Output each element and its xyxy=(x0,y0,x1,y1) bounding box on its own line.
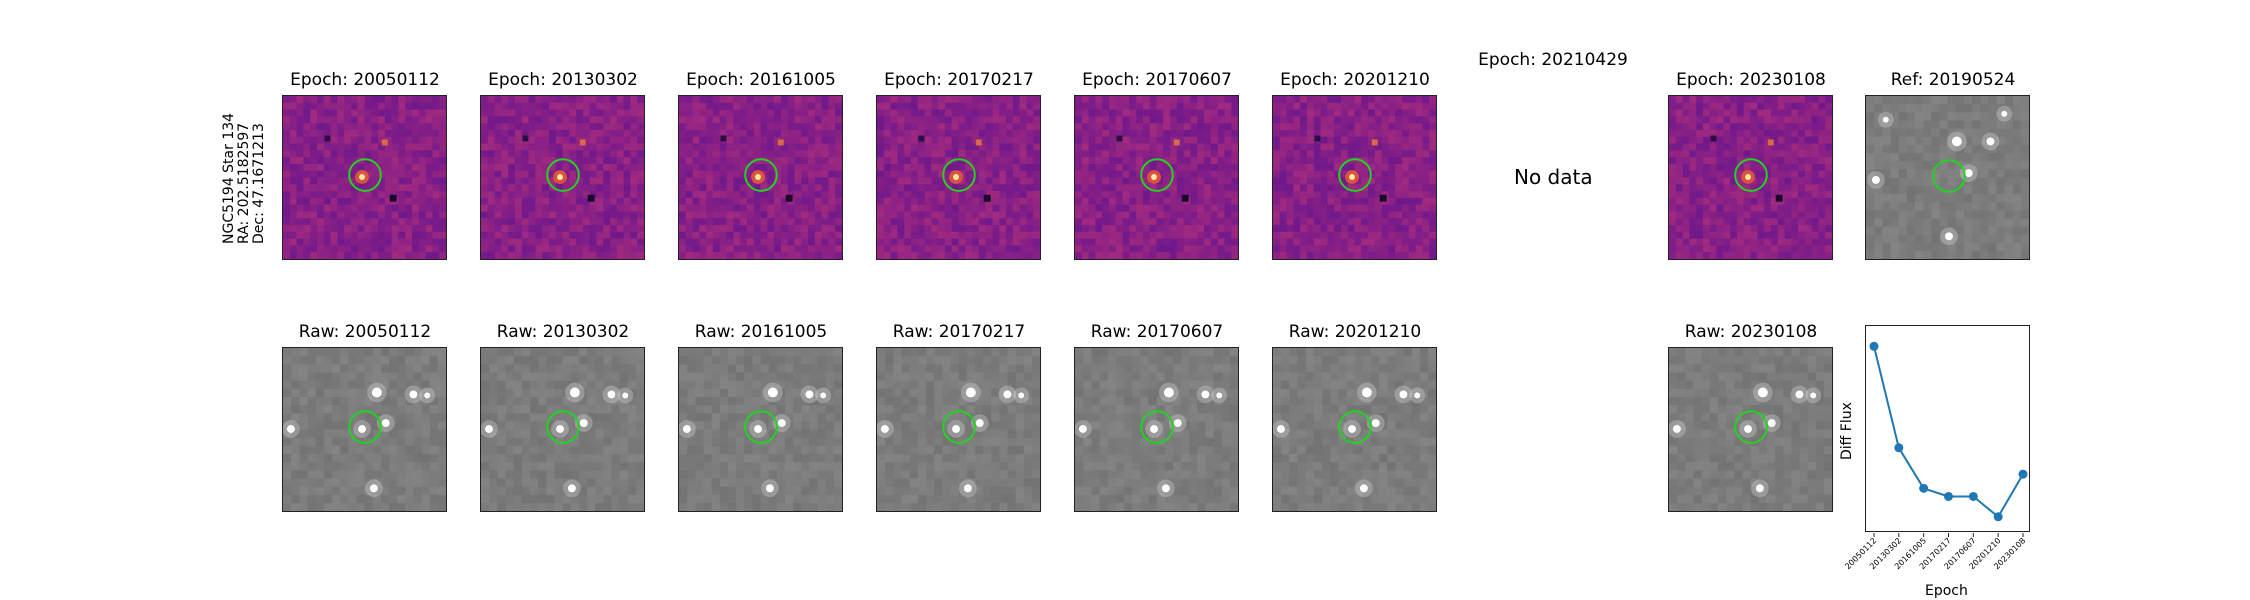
difference-image xyxy=(1272,95,1437,260)
raw-image xyxy=(1074,347,1239,512)
raw-panel-title: Raw: 20050112 xyxy=(298,322,432,342)
diff-panel-title: Epoch: 20210429 xyxy=(1478,50,1628,70)
diff-panel-title: Epoch: 20201210 xyxy=(1280,70,1430,90)
raw-image xyxy=(1668,347,1833,512)
light-curve-point xyxy=(1968,491,1978,501)
raw-panel-title: Raw: 20130302 xyxy=(496,322,630,342)
raw-image xyxy=(480,347,645,512)
diff-panel-title: Epoch: 20230108 xyxy=(1676,70,1826,90)
light-curve-plot: 20050112 20130302 20161005 20170217 20170607… xyxy=(1843,325,2030,571)
light-curve-point xyxy=(1993,512,2003,522)
ref-panel-title: Ref: 20190524 xyxy=(1890,70,2016,90)
diff-panel-title: Epoch: 20170217 xyxy=(884,70,1034,90)
light-curve-xlabel: Epoch xyxy=(1925,583,1968,599)
raw-image xyxy=(1272,347,1437,512)
light-curve-line xyxy=(1873,346,2024,519)
diff-panel-title: Epoch: 20050112 xyxy=(290,70,440,90)
light-curve-svg: 2005011220130302201610052017021720170607… xyxy=(1843,341,2028,571)
raw-image xyxy=(876,347,1041,512)
star-dec: Dec: 47.1671213 xyxy=(251,123,267,244)
raw-image xyxy=(678,347,843,512)
light-curve-point xyxy=(1944,491,1953,501)
light-curve-ylabel: Diff Flux xyxy=(1839,402,1855,460)
difference-image xyxy=(1668,95,1833,260)
light-curve-point xyxy=(2018,469,2028,479)
diff-panel-title: Epoch: 20170607 xyxy=(1082,70,1232,90)
diff-panel-title: Epoch: 20161005 xyxy=(686,70,836,90)
raw-panel-title: Raw: 20230108 xyxy=(1684,322,1818,342)
difference-image xyxy=(282,95,447,260)
star-name: NGC5194 Star 134 xyxy=(221,112,237,244)
difference-image xyxy=(678,95,843,260)
raw-panel-title: Raw: 20201210 xyxy=(1288,322,1422,342)
diff-panel-title: Epoch: 20130302 xyxy=(488,70,638,90)
star-info-label: NGC5194 Star 134 RA: 202.5182597 Dec: 47… xyxy=(221,112,267,244)
raw-image xyxy=(282,347,447,512)
no-data-message: No data xyxy=(1514,165,1593,189)
light-curve-point xyxy=(1869,341,1879,351)
difference-image xyxy=(1074,95,1239,260)
difference-image xyxy=(480,95,645,260)
difference-image xyxy=(876,95,1041,260)
light-curve-point xyxy=(1894,443,1904,453)
raw-panel-title: Raw: 20170217 xyxy=(892,322,1026,342)
raw-panel-title: Raw: 20170607 xyxy=(1090,322,1224,342)
reference-image xyxy=(1865,95,2030,260)
raw-panel-title: Raw: 20161005 xyxy=(694,322,828,342)
light-curve-point xyxy=(1919,483,1929,493)
star-ra: RA: 202.5182597 xyxy=(236,122,252,244)
